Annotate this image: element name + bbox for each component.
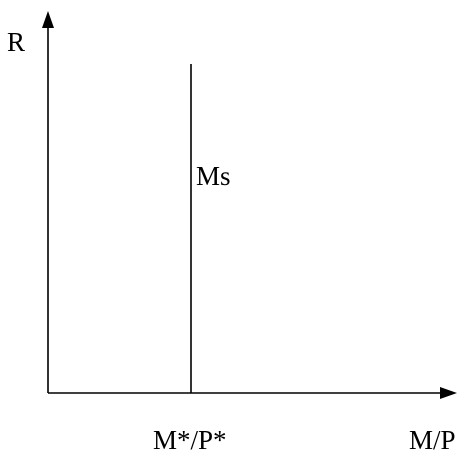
y-axis-arrowhead xyxy=(42,11,54,28)
equilibrium-quantity-label: M*/P* xyxy=(153,425,227,455)
money-supply-label: Ms xyxy=(196,161,231,191)
x-axis-arrowhead xyxy=(440,387,457,399)
x-axis-label: M/P xyxy=(409,425,456,455)
y-axis-label: R xyxy=(7,27,26,57)
